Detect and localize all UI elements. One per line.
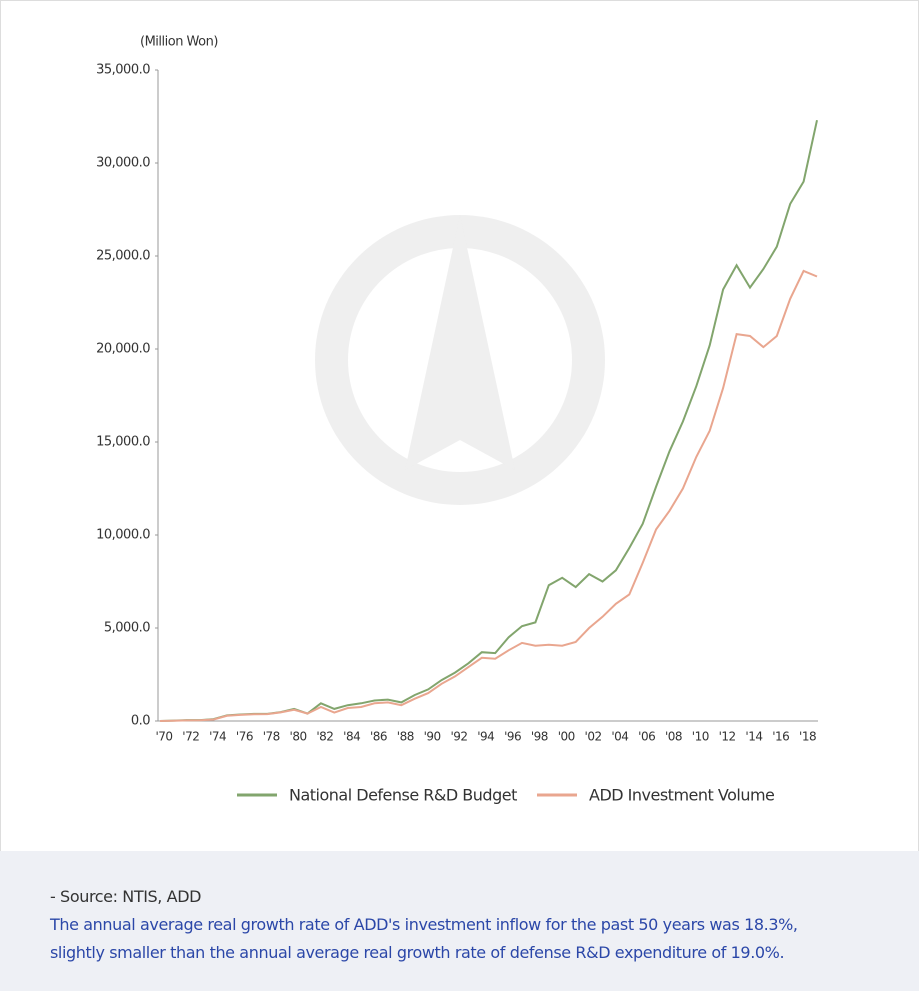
x-tick-label: '14 <box>745 730 762 744</box>
x-tick-label: '74 <box>209 730 226 744</box>
x-tick-label: '86 <box>370 730 387 744</box>
y-tick-label: 10,000.0 <box>96 528 150 543</box>
y-tick-label: 0.0 <box>131 714 150 729</box>
x-tick-label: '76 <box>236 730 253 744</box>
x-tick-label: '80 <box>290 730 307 744</box>
x-tick-label: '04 <box>611 730 628 744</box>
series-line <box>159 269 818 722</box>
note: slightly smaller than the annual average… <box>50 943 785 962</box>
x-tick-label: '12 <box>719 730 736 744</box>
x-tick-label: '02 <box>585 730 602 744</box>
x-tick-label: '10 <box>692 730 709 744</box>
x-tick-label: '96 <box>504 730 521 744</box>
legend-label: National Defense R&D Budget <box>289 786 517 805</box>
x-tick-label: '92 <box>450 730 467 744</box>
x-tick-label: '98 <box>531 730 548 744</box>
unit-label: (Million Won) <box>140 35 218 50</box>
chart-frame <box>0 0 919 852</box>
legend-label: ADD Investment Volume <box>589 786 774 805</box>
source: - Source: NTIS, ADD <box>50 887 202 906</box>
x-tick-label: '08 <box>665 730 682 744</box>
x-tick-label: '94 <box>477 730 494 744</box>
y-tick-label: 35,000.0 <box>96 63 150 78</box>
x-tick-label: '70 <box>155 730 172 744</box>
note: The annual average real growth rate of A… <box>50 915 798 934</box>
watermark <box>315 215 605 505</box>
x-tick-label: '18 <box>799 730 816 744</box>
y-tick-label: 20,000.0 <box>96 342 150 357</box>
y-tick-label: 30,000.0 <box>96 156 150 171</box>
chart: (Million Won) 0.0 5,000.0 10,000.0 15,000.0… <box>0 0 919 852</box>
x-tick-label: '00 <box>558 730 575 744</box>
x-tick-label: '82 <box>316 730 333 744</box>
y-tick-label: 15,000.0 <box>96 435 150 450</box>
x-tick-label: '16 <box>772 730 789 744</box>
x-tick-label: '06 <box>638 730 655 744</box>
x-tick-label: '72 <box>182 730 199 744</box>
y-tick-label: 5,000.0 <box>104 621 150 636</box>
x-tick-label: '90 <box>424 730 441 744</box>
y-tick-label: 25,000.0 <box>96 249 150 264</box>
x-tick-label: '78 <box>263 730 280 744</box>
x-tick-label: '88 <box>397 730 414 744</box>
footer: - Source: NTIS, ADD The annual average r… <box>0 851 919 991</box>
x-tick-label: '84 <box>343 730 360 744</box>
